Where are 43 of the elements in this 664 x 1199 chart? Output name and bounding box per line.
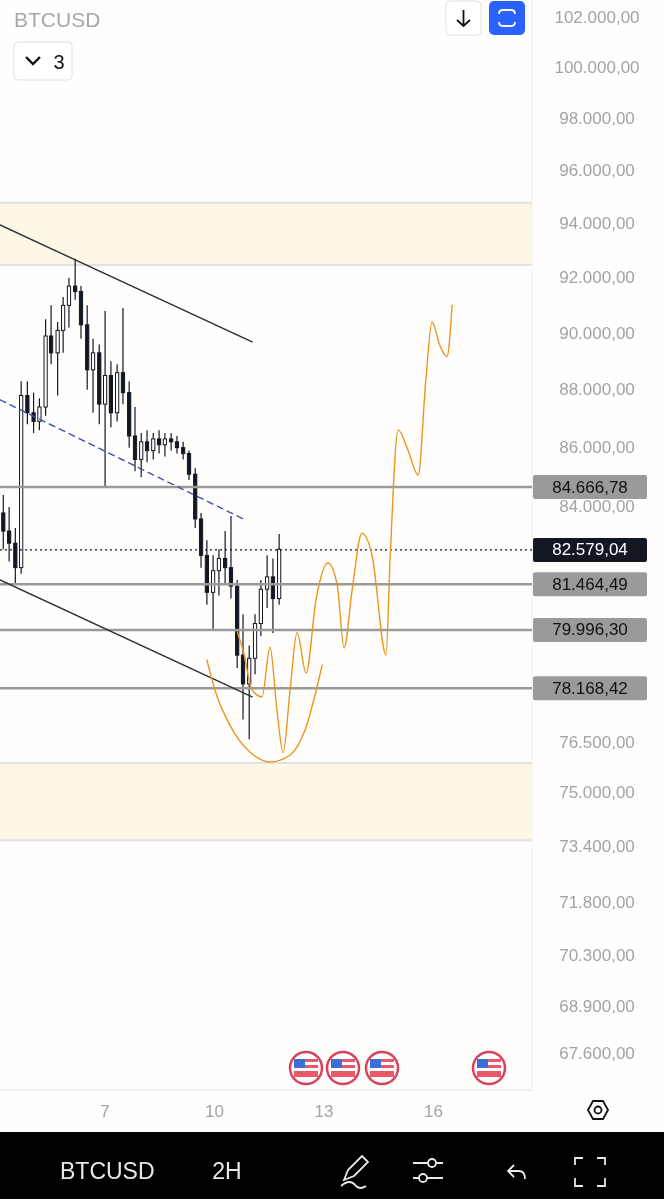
y-tick-label: 76.500,00 xyxy=(559,732,635,752)
annotation: 3 xyxy=(53,51,65,73)
ref-line-label: 84.666,78 xyxy=(552,477,628,497)
candlestick xyxy=(174,435,180,455)
candlestick xyxy=(66,277,72,329)
y-tick-label: 71.800,00 xyxy=(559,892,635,912)
x-tick-label: 10 xyxy=(205,1101,225,1121)
candlestick xyxy=(90,338,96,414)
candlestick xyxy=(120,307,126,405)
y-tick-label: 75.000,00 xyxy=(559,782,635,802)
candlestick xyxy=(139,432,144,478)
chart-title: BTCUSD xyxy=(14,7,101,31)
candlestick xyxy=(132,406,138,472)
y-tick-label: 98.000,00 xyxy=(559,109,635,129)
y-tick-label: 100.000,00 xyxy=(554,58,640,78)
y-tick-label: 90.000,00 xyxy=(559,323,635,343)
y-tick-label: 92.000,00 xyxy=(559,268,635,288)
ref-line-label: 79.996,30 xyxy=(552,620,628,640)
y-tick-label: 70.300,00 xyxy=(559,945,635,965)
candlestick xyxy=(169,432,174,452)
ref-line-label: 82.579,04 xyxy=(552,540,628,560)
candlestick xyxy=(73,258,78,301)
y-tick-label: 84.000,00 xyxy=(559,497,635,517)
y-tick-label: 67.600,00 xyxy=(559,1044,635,1064)
text: 2H xyxy=(212,1158,242,1184)
line-series xyxy=(206,659,323,763)
candlestick xyxy=(162,432,168,458)
text: BTCUSD xyxy=(60,1158,155,1184)
ref-line-label: 78.168,42 xyxy=(552,678,628,698)
y-tick-label: 68.900,00 xyxy=(559,996,635,1016)
candlestick xyxy=(186,450,192,481)
x-tick-label: 7 xyxy=(100,1101,110,1121)
y-tick-label: 96.000,00 xyxy=(559,161,635,181)
y-tick-label: 88.000,00 xyxy=(559,380,635,400)
y-tick-label: 73.400,00 xyxy=(559,837,635,857)
y-tick-label: 86.000,00 xyxy=(559,438,635,458)
candlestick xyxy=(144,429,150,463)
y-tick-label: 102.000,00 xyxy=(554,8,640,28)
x-tick-label: 13 xyxy=(314,1101,334,1121)
y-tick-label: 94.000,00 xyxy=(559,214,635,234)
line-series xyxy=(236,304,453,754)
x-tick-label: 16 xyxy=(424,1101,443,1121)
ref-line-label: 81.464,49 xyxy=(552,574,628,594)
